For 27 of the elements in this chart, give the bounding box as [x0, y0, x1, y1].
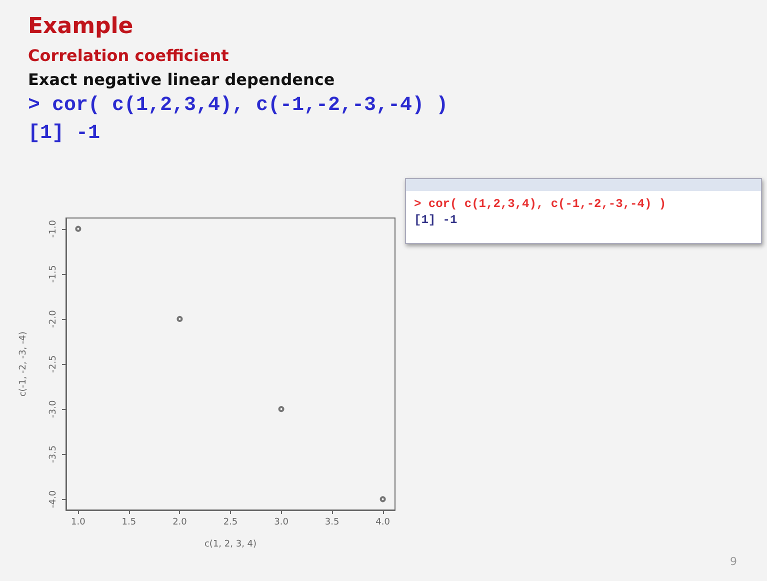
x-tick-label: 1.5 — [122, 518, 136, 528]
text: > cor( c(1,2,3,4), c(-1,-2,-3,-4) ) — [28, 94, 448, 117]
chart-title: Example — [28, 14, 134, 39]
point — [278, 406, 284, 412]
y-tick-label: -2.0 — [48, 310, 58, 328]
point — [176, 316, 183, 322]
point — [380, 496, 386, 502]
x-axis-title: c(1, 2, 3, 4) — [204, 540, 257, 550]
y-axis-title: c(-1, -2, -3, -4) — [18, 331, 28, 397]
x-tick-label: 3.5 — [324, 518, 340, 528]
chart-subtitle: Correlation coefficient — [28, 46, 229, 65]
text: 9 — [730, 555, 737, 568]
y-tick-label: -1.5 — [48, 265, 58, 283]
y-tick-label: -4.0 — [48, 490, 58, 508]
console-window: > cor( c(1,2,3,4), c(-1,-2,-3,-4) ) [1] -1 — [405, 178, 762, 244]
y-tick-label: -1.0 — [48, 220, 58, 238]
point — [75, 226, 82, 232]
x-tick-label: 1.0 — [71, 518, 86, 528]
text: Exact negative linear dependence — [28, 70, 335, 89]
y-tick-label: -3.0 — [48, 400, 58, 418]
x-tick-label: 4.0 — [376, 518, 390, 528]
y-tick-label: -2.5 — [48, 355, 58, 373]
x-tick-label: 2.5 — [223, 518, 238, 528]
text: [1] -1 — [28, 122, 100, 145]
x-tick-label: 2.0 — [172, 518, 188, 528]
x-tick-label: 3.0 — [274, 518, 289, 528]
y-tick-label: -3.5 — [48, 445, 58, 463]
